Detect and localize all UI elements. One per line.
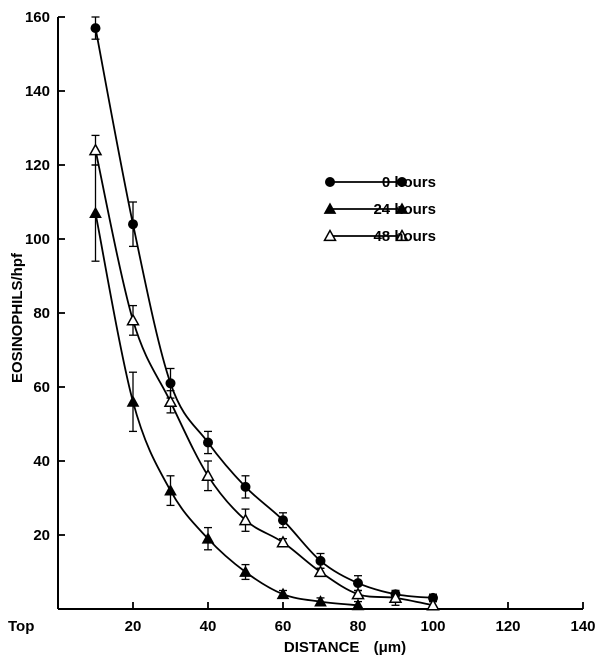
data-point: [313, 564, 328, 578]
data-point: [90, 23, 101, 34]
legend-label: 24 hours: [373, 201, 436, 218]
y-tick-label: 100: [25, 231, 50, 248]
data-point: [276, 587, 290, 600]
data-point: [201, 468, 215, 481]
data-point: [426, 598, 440, 611]
data-point: [351, 598, 365, 611]
series-line: [94, 212, 359, 607]
y-tick-label: 80: [33, 305, 50, 322]
data-point: [88, 143, 103, 156]
data-point: [203, 437, 213, 448]
data-point: [238, 513, 253, 526]
series-line: [94, 27, 434, 599]
legend-marker: [397, 177, 407, 187]
legend: 0 hours 24 hours 48 hours: [323, 174, 436, 245]
y-axis-title: EOSINOPHILS/hpf: [9, 252, 26, 383]
legend-entry: 0 hours: [325, 174, 436, 191]
data-point: [240, 481, 251, 492]
x-tick-label: 40: [200, 618, 217, 635]
legend-marker: [323, 202, 337, 214]
legend-marker: [395, 228, 409, 242]
x-tick-label: 20: [125, 618, 142, 635]
data-point: [201, 532, 215, 544]
series-1: [89, 164, 365, 611]
data-point: [315, 555, 326, 566]
series-0: [90, 16, 438, 603]
data-point: [239, 565, 252, 577]
data-point: [128, 219, 138, 230]
data-point: [164, 484, 177, 496]
legend-label: 48 hours: [373, 228, 436, 245]
series-line: [94, 150, 434, 607]
legend-entry: 24 hours: [323, 201, 436, 218]
y-tick-label: 160: [25, 9, 50, 26]
data-point: [388, 590, 403, 604]
data-series: [88, 16, 440, 611]
data-point: [278, 515, 288, 526]
legend-entry: 48 hours: [323, 228, 436, 245]
y-tick-label: 20: [33, 527, 50, 544]
data-point: [165, 378, 176, 389]
x-axis-title-unit: (μm): [374, 639, 407, 656]
x-tick-label: 120: [495, 618, 520, 635]
x-tick-label: 100: [420, 618, 445, 635]
axis-ticks: 20 40 60 80 100 120 140 160 Top 20 40 60 80 100 120 140: [8, 9, 596, 635]
x-tick-label: 80: [350, 618, 367, 635]
data-point: [163, 394, 178, 407]
data-point: [126, 313, 140, 326]
legend-marker: [325, 177, 335, 187]
series-2: [88, 134, 440, 611]
y-tick-label: 60: [33, 379, 50, 396]
legend-label: 0 hours: [382, 174, 436, 191]
data-point: [314, 595, 327, 607]
x-tick-label: Top: [8, 618, 34, 635]
x-tick-label: 140: [570, 618, 595, 635]
data-point: [351, 587, 365, 600]
legend-marker: [395, 202, 409, 214]
x-tick-label: 60: [275, 618, 292, 635]
data-point: [353, 578, 363, 589]
x-axis-title-text: DISTANCE: [284, 639, 360, 656]
y-tick-label: 140: [25, 83, 50, 100]
y-tick-label: 120: [25, 157, 50, 174]
data-point: [126, 395, 140, 407]
legend-marker: [323, 228, 337, 242]
y-tick-label: 40: [33, 453, 50, 470]
axes: [57, 17, 583, 610]
data-point: [276, 535, 290, 548]
x-axis-title: DISTANCE (μm): [284, 639, 406, 656]
data-point: [89, 206, 102, 218]
